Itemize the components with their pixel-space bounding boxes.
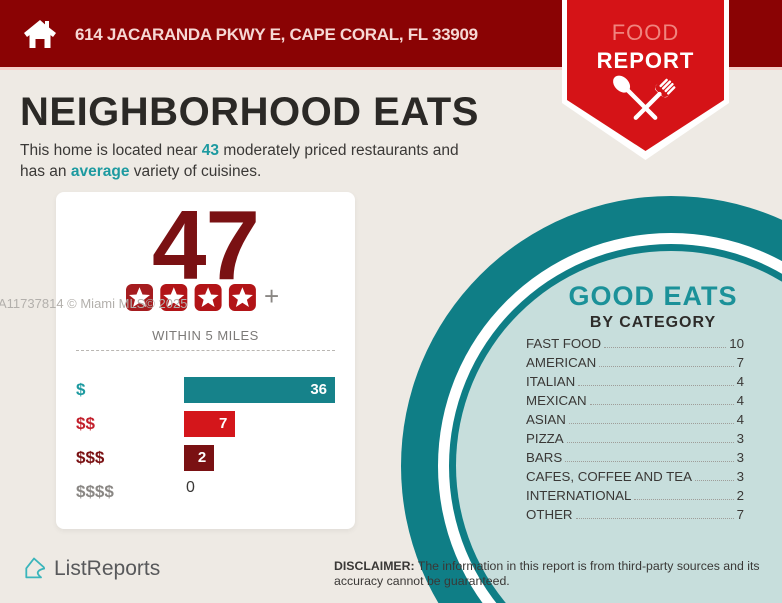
svg-text:REPORT: REPORT — [597, 48, 695, 73]
svg-text:FOOD: FOOD — [612, 20, 680, 45]
svg-text:+: + — [264, 284, 279, 311]
